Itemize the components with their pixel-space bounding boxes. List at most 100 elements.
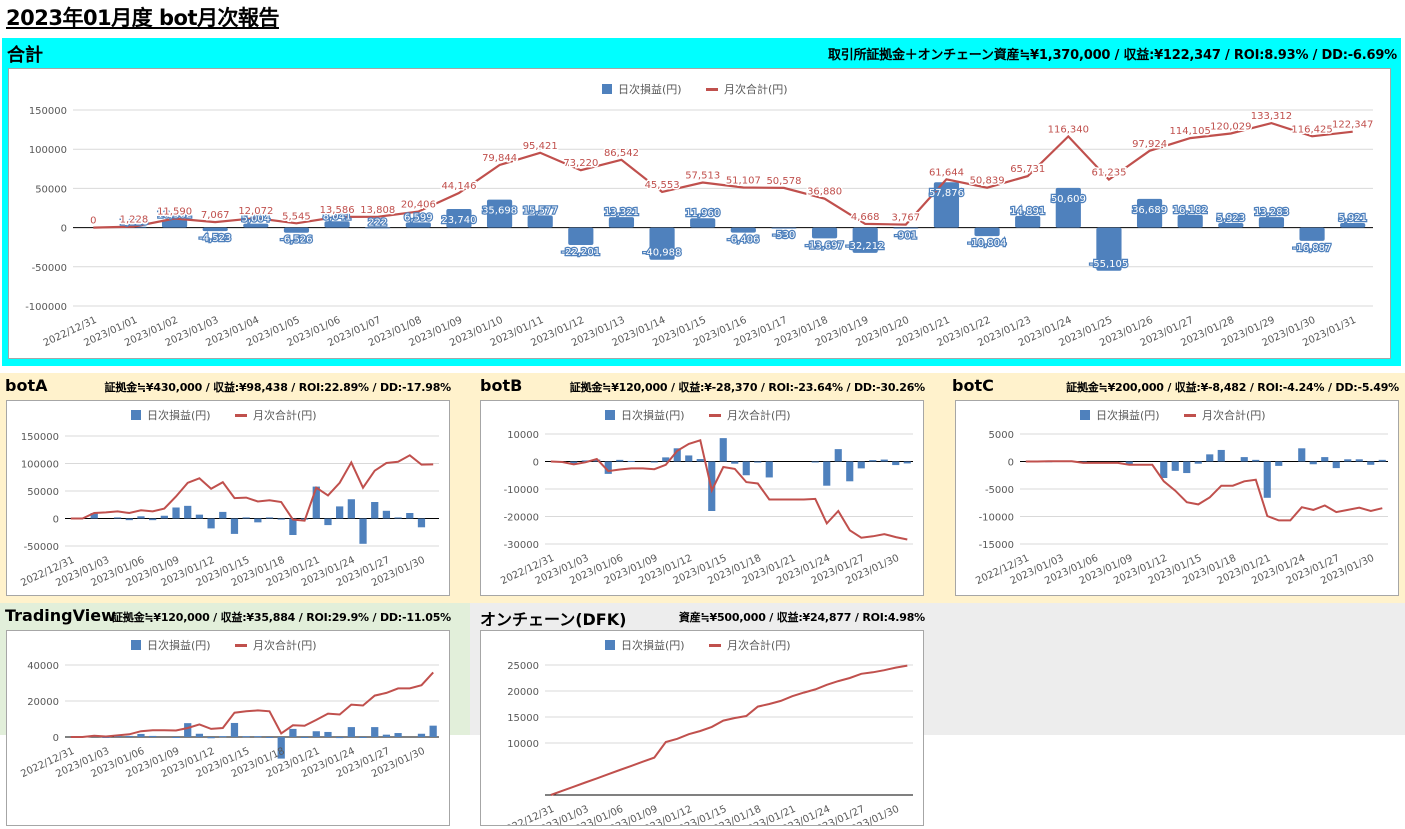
daily-pnl-bar[interactable] bbox=[650, 461, 658, 463]
daily-pnl-bar[interactable] bbox=[289, 518, 297, 536]
botc-chart[interactable]: 日次損益(円) 月次合計(円) 5000 0 -5000 -10000 -15000 2022… bbox=[955, 400, 1399, 596]
daily-pnl-bar[interactable] bbox=[1240, 457, 1248, 462]
daily-pnl-bar[interactable] bbox=[254, 518, 262, 523]
daily-pnl-bar[interactable] bbox=[172, 737, 180, 738]
daily-pnl-bar[interactable] bbox=[1096, 227, 1122, 271]
daily-pnl-bar[interactable] bbox=[277, 518, 285, 520]
daily-pnl-bar[interactable] bbox=[219, 511, 227, 519]
daily-pnl-bar[interactable] bbox=[254, 736, 262, 738]
daily-pnl-bar[interactable] bbox=[90, 513, 98, 519]
daily-pnl-bar[interactable] bbox=[1340, 222, 1366, 228]
daily-pnl-bar[interactable] bbox=[371, 502, 379, 519]
daily-pnl-bar[interactable] bbox=[486, 199, 513, 228]
daily-pnl-bar[interactable] bbox=[160, 515, 168, 519]
daily-pnl-bar[interactable] bbox=[1218, 222, 1244, 228]
daily-pnl-bar[interactable] bbox=[649, 227, 675, 260]
daily-pnl-bar[interactable] bbox=[1136, 198, 1163, 228]
daily-pnl-bar[interactable] bbox=[324, 221, 350, 228]
daily-pnl-bar[interactable] bbox=[754, 461, 762, 463]
daily-pnl-bar[interactable] bbox=[608, 217, 635, 228]
daily-pnl-bar[interactable] bbox=[125, 735, 133, 737]
daily-pnl-bar[interactable] bbox=[265, 517, 274, 519]
daily-pnl-bar[interactable] bbox=[137, 733, 145, 737]
daily-pnl-bar[interactable] bbox=[765, 461, 773, 478]
daily-pnl-bar[interactable] bbox=[184, 723, 192, 737]
daily-pnl-bar[interactable] bbox=[1263, 461, 1271, 498]
daily-pnl-bar[interactable] bbox=[1378, 459, 1386, 462]
daily-pnl-bar[interactable] bbox=[719, 438, 727, 462]
daily-pnl-bar[interactable] bbox=[336, 506, 344, 519]
daily-pnl-bar[interactable] bbox=[1321, 457, 1329, 462]
daily-pnl-bar[interactable] bbox=[1015, 215, 1041, 228]
daily-pnl-bar[interactable] bbox=[336, 737, 344, 739]
daily-pnl-bar[interactable] bbox=[1055, 187, 1081, 228]
daily-pnl-bar[interactable] bbox=[371, 727, 379, 737]
daily-pnl-bar[interactable] bbox=[242, 517, 250, 519]
daily-pnl-bar[interactable] bbox=[184, 505, 192, 519]
daily-pnl-bar[interactable] bbox=[933, 182, 960, 228]
bota-chart[interactable]: 日次損益(円) 月次合計(円) 150000 100000 50000 0 -50000 20… bbox=[6, 400, 450, 596]
daily-pnl-bar[interactable] bbox=[312, 731, 320, 737]
daily-pnl-bar[interactable] bbox=[1177, 214, 1203, 228]
daily-pnl-bar[interactable] bbox=[446, 208, 472, 228]
daily-pnl-bar[interactable] bbox=[527, 215, 553, 228]
daily-pnl-bar[interactable] bbox=[417, 518, 426, 528]
daily-pnl-bar[interactable] bbox=[359, 518, 367, 544]
daily-pnl-bar[interactable] bbox=[593, 459, 601, 462]
daily-pnl-bar[interactable] bbox=[347, 727, 355, 737]
daily-pnl-bar[interactable] bbox=[662, 457, 670, 462]
daily-pnl-bar[interactable] bbox=[811, 227, 838, 239]
daily-pnl-bar[interactable] bbox=[685, 455, 693, 462]
daily-pnl-bar[interactable] bbox=[696, 459, 704, 462]
daily-pnl-bar[interactable] bbox=[149, 518, 157, 521]
daily-pnl-bar[interactable] bbox=[406, 513, 414, 519]
daily-pnl-bar[interactable] bbox=[627, 460, 635, 462]
daily-pnl-bar[interactable] bbox=[230, 722, 239, 737]
daily-pnl-bar[interactable] bbox=[195, 733, 204, 737]
daily-pnl-bar[interactable] bbox=[846, 461, 854, 482]
daily-pnl-bar[interactable] bbox=[417, 733, 426, 737]
daily-pnl-bar[interactable] bbox=[811, 461, 819, 463]
daily-pnl-bar[interactable] bbox=[568, 227, 594, 246]
daily-pnl-bar[interactable] bbox=[300, 737, 309, 738]
daily-pnl-bar[interactable] bbox=[857, 461, 865, 469]
daily-pnl-bar[interactable] bbox=[230, 518, 239, 534]
daily-pnl-bar[interactable] bbox=[1160, 461, 1168, 479]
daily-pnl-bar[interactable] bbox=[161, 219, 188, 228]
daily-pnl-bar[interactable] bbox=[207, 737, 215, 739]
daily-pnl-bar[interactable] bbox=[616, 459, 624, 462]
daily-pnl-bar[interactable] bbox=[823, 461, 831, 486]
daily-pnl-bar[interactable] bbox=[1275, 461, 1283, 466]
botb-chart[interactable]: 日次損益(円) 月次合計(円) 10000 0 -10000 -20000 -30000 20… bbox=[480, 400, 924, 596]
daily-pnl-bar[interactable] bbox=[1355, 459, 1363, 462]
tradingview-chart[interactable]: 日次損益(円) 月次合計(円) 40000 20000 0 2022/12/31 2023/… bbox=[6, 630, 450, 826]
daily-pnl-bar[interactable] bbox=[405, 222, 431, 228]
daily-pnl-bar[interactable] bbox=[1183, 461, 1191, 474]
daily-pnl-bar[interactable] bbox=[1206, 454, 1214, 462]
daily-pnl-bar[interactable] bbox=[149, 735, 157, 737]
daily-pnl-bar[interactable] bbox=[852, 227, 878, 253]
daily-pnl-bar[interactable] bbox=[382, 734, 391, 737]
daily-pnl-bar[interactable] bbox=[219, 736, 227, 738]
daily-pnl-bar[interactable] bbox=[1125, 461, 1133, 465]
daily-pnl-bar[interactable] bbox=[429, 725, 437, 737]
daily-pnl-bar[interactable] bbox=[359, 737, 367, 738]
daily-pnl-bar[interactable] bbox=[581, 460, 589, 462]
daily-pnl-bar[interactable] bbox=[742, 461, 750, 476]
daily-pnl-bar[interactable] bbox=[570, 461, 578, 464]
daily-pnl-bar[interactable] bbox=[893, 227, 919, 229]
daily-pnl-bar[interactable] bbox=[1367, 461, 1375, 465]
daily-pnl-bar[interactable] bbox=[365, 227, 391, 229]
daily-pnl-bar[interactable] bbox=[125, 518, 133, 521]
daily-pnl-bar[interactable] bbox=[771, 227, 797, 229]
daily-pnl-bar[interactable] bbox=[834, 449, 842, 462]
dfk-chart[interactable]: 日次損益(円) 月次合計(円) 25000 20000 15000 10000 2022/1… bbox=[480, 630, 924, 829]
daily-pnl-bar[interactable] bbox=[1344, 459, 1352, 462]
daily-pnl-bar[interactable] bbox=[394, 517, 402, 519]
daily-pnl-bar[interactable] bbox=[1171, 461, 1179, 471]
daily-pnl-bar[interactable] bbox=[892, 461, 900, 466]
daily-pnl-bar[interactable] bbox=[604, 461, 612, 474]
daily-pnl-bar[interactable] bbox=[382, 510, 391, 519]
daily-pnl-bar[interactable] bbox=[137, 516, 145, 519]
daily-pnl-bar[interactable] bbox=[207, 518, 215, 529]
